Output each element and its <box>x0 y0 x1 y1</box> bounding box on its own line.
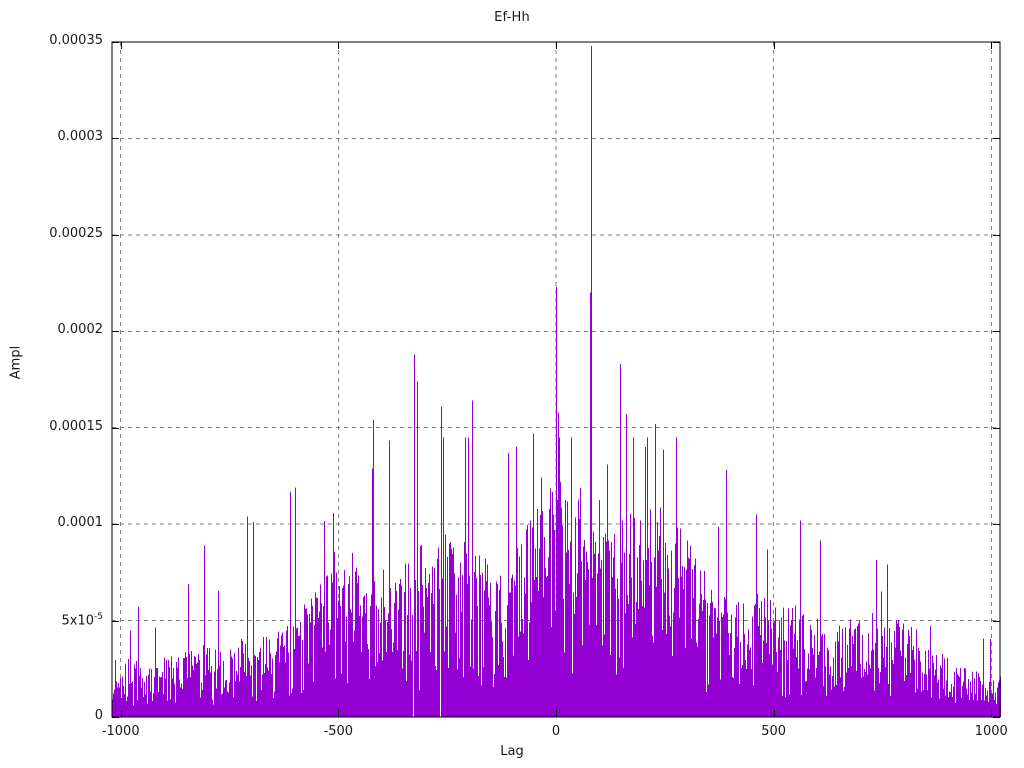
x-tick-label: 500 <box>761 724 787 739</box>
data-spikes <box>111 45 1002 717</box>
y-tick-label: 0.0001 <box>57 515 104 531</box>
y-tick-label: 0.00035 <box>49 33 103 48</box>
x-axis-title: Lag <box>500 744 524 759</box>
y-tick-label: 0.00025 <box>49 225 103 241</box>
y-tick-label: 0.0003 <box>57 129 104 145</box>
y-tick-label: 5x10-5 <box>61 611 104 628</box>
x-tick-label: -500 <box>323 724 354 739</box>
y-axis-title: Ampl <box>8 345 24 380</box>
y-tick-label: 0 <box>94 708 103 723</box>
x-tick-label: 0 <box>551 724 561 739</box>
axis-ticks <box>112 41 1000 719</box>
y-tick-label: 0.00015 <box>49 418 103 434</box>
x-tick-label: 1000 <box>974 724 1008 739</box>
x-tick-label: -1000 <box>101 724 140 739</box>
chart-title: Ef-Hh <box>494 10 530 25</box>
y-tick-label: 0.0002 <box>57 322 104 338</box>
